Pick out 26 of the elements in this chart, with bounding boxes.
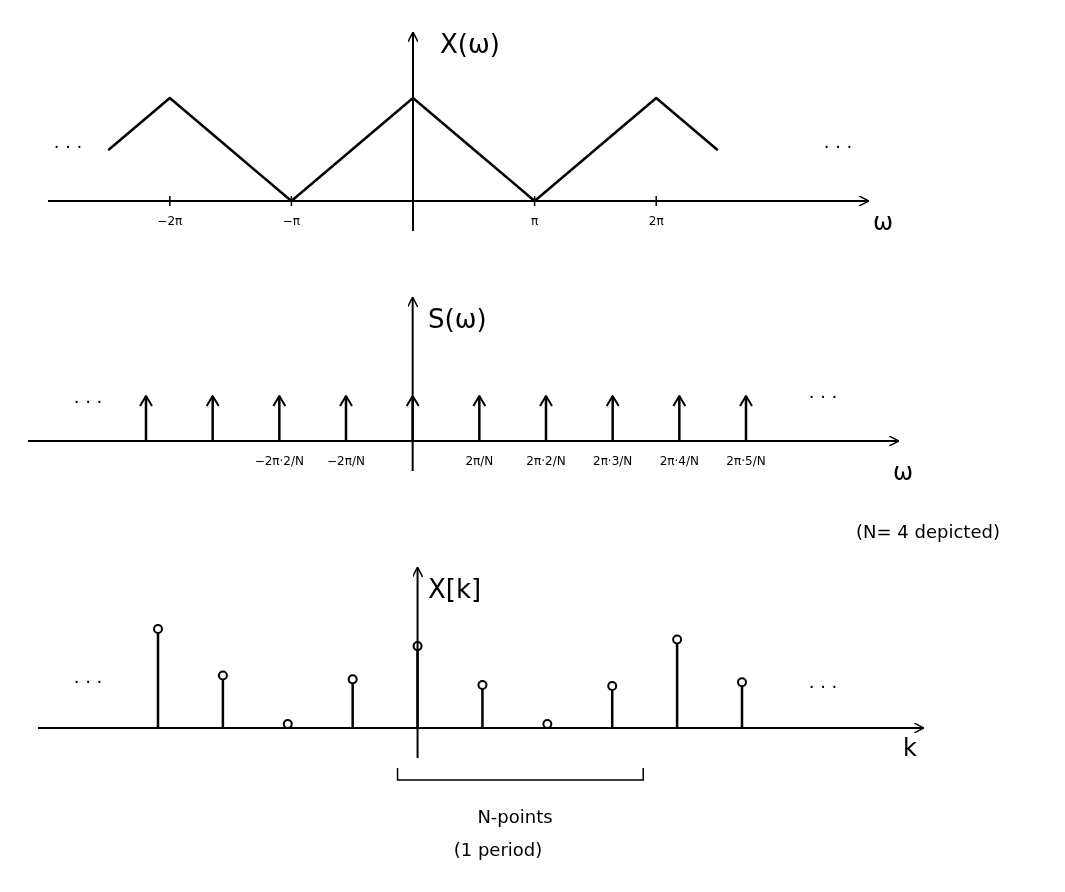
x-tick-label: −2π/N — [327, 454, 365, 468]
x-tick-label: 2π·3/N — [593, 454, 633, 468]
x-tick-label: 2π/N — [465, 454, 494, 468]
x-axis-title: ω — [873, 208, 894, 236]
x-tick-label: −π — [282, 214, 301, 228]
x-tick-label: 2π·5/N — [726, 454, 766, 468]
x-axis-title: k — [903, 734, 917, 762]
y-axis-title: S(ω) — [428, 304, 487, 334]
text: · · · — [823, 136, 853, 157]
y-axis-title: X[k] — [428, 574, 482, 604]
text: · · · — [73, 391, 103, 412]
text: · · · — [73, 671, 103, 692]
text: · · · — [808, 386, 838, 407]
y-axis-title: X(ω) — [440, 29, 500, 59]
text: (1 period) — [453, 839, 543, 860]
text: · · · — [808, 676, 838, 697]
x-tick-label: −2π — [157, 214, 183, 228]
text: (N= 4 depicted) — [856, 521, 1000, 542]
x-tick-label: −2π·2/N — [254, 454, 305, 468]
x-tick-label: 2π·4/N — [659, 454, 699, 468]
x-tick-label: 2π — [648, 214, 664, 228]
x-tick-label: 2π·2/N — [526, 454, 566, 468]
x-axis-title: ω — [893, 458, 914, 486]
x-tick-label: π — [530, 214, 539, 228]
text: N-points — [477, 806, 553, 827]
annotation: · · · — [53, 136, 83, 157]
